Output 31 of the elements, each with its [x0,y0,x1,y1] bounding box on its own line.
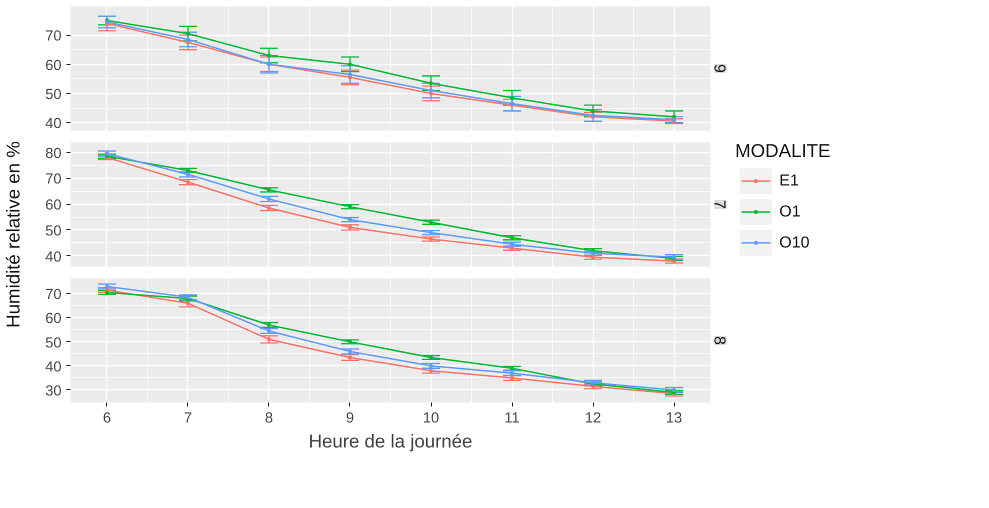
x-tick-label: 10 [422,410,440,426]
text: 8 [710,336,728,346]
text: 9 [710,64,728,74]
legend-label: O10 [779,234,810,252]
x-tick-label: 11 [504,410,520,426]
y-tick-label: 50 [45,86,62,103]
y-tick-label: 50 [45,224,62,240]
x-tick-label: 8 [264,410,274,426]
y-tick-label: 40 [45,249,62,266]
x-tick-label: 9 [346,410,354,426]
legend-title: MODALITE [735,140,830,161]
y-tick-label: 70 [45,28,62,45]
x-tick-label: 7 [184,410,192,426]
y-tick-label: 50 [45,335,62,352]
text: 7 [710,200,728,210]
y-axis-title: Humidité relative en % [2,141,24,328]
x-tick-label: 6 [102,410,112,426]
y-tick-label: 30 [45,383,62,400]
legend-label: E1 [779,172,799,190]
x-tick-label: 13 [666,410,682,426]
y-tick-label: 40 [45,359,62,376]
y-tick-label: 60 [45,58,62,74]
legend-label: O1 [779,204,801,221]
y-tick-label: 60 [45,311,62,328]
x-axis-title: Heure de la journée [308,430,472,452]
y-tick-label: 80 [45,146,62,162]
y-tick-label: 40 [45,116,62,132]
y-tick-label: 70 [45,172,62,188]
y-tick-label: 60 [45,198,62,214]
x-tick-label: 12 [584,410,602,426]
y-tick-label: 70 [45,287,62,304]
